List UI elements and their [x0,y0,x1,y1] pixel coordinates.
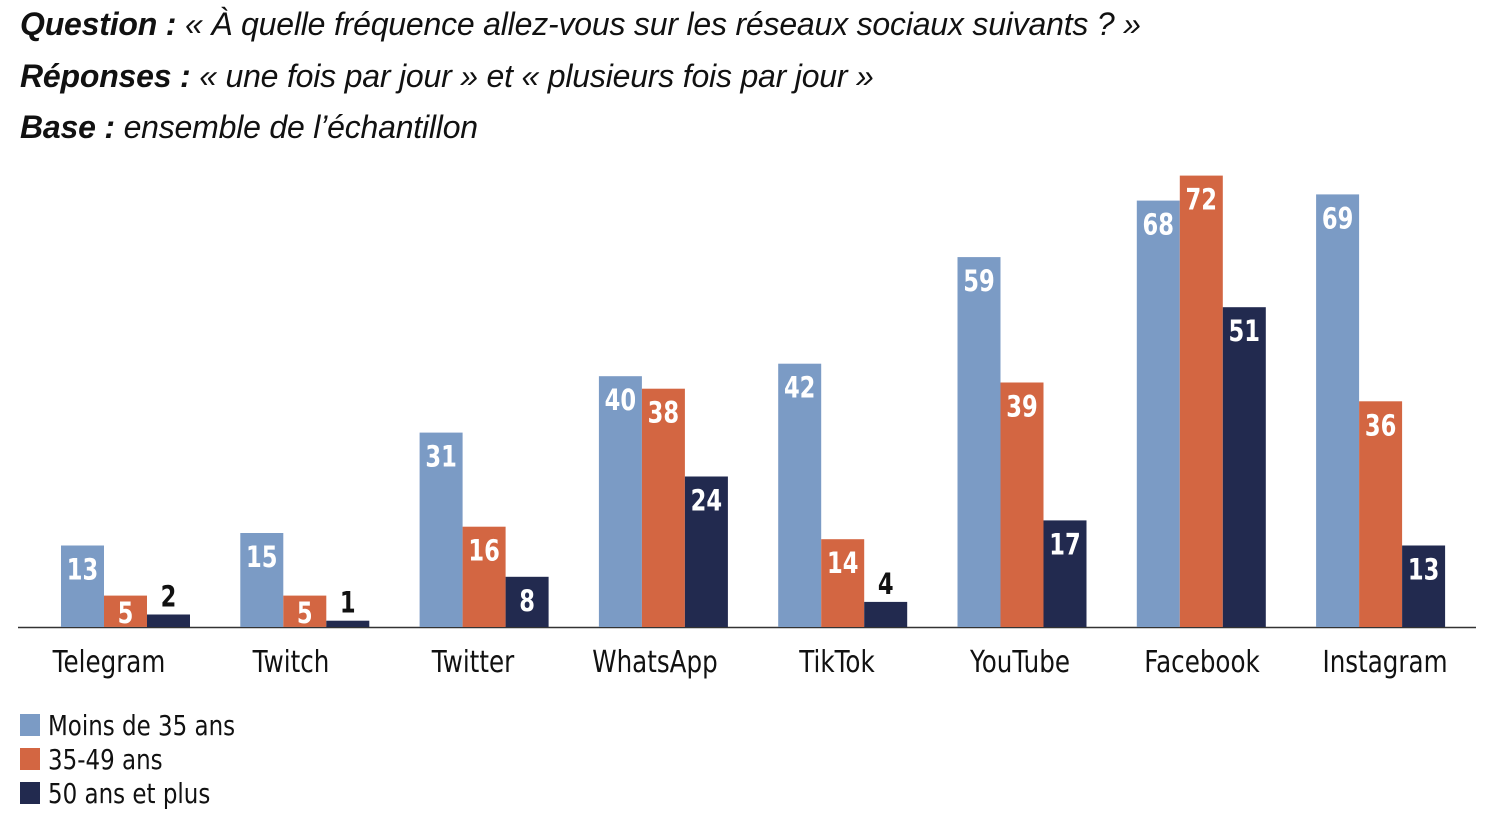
question-label: Question : [20,6,177,42]
x-tick-label: Telegram [52,646,166,680]
legend-item: 50 ans et plus [20,776,276,810]
question-text: « À quelle fréquence allez-vous sur les … [184,6,1141,42]
bar [326,620,370,627]
chart-legend: Moins de 35 ans 35-49 ans 50 ans et plus [20,708,276,810]
bar [684,476,728,627]
bar-value-label: 13 [67,554,98,587]
bar [240,533,284,627]
legend-label: 50 ans et plus [48,776,211,810]
legend-label: Moins de 35 ans [48,708,236,742]
responses-label: Réponses : [20,58,191,94]
bar-value-label: 2 [161,581,177,614]
bar-value-label: 15 [246,541,277,574]
legend-item: Moins de 35 ans [20,708,276,742]
bar [1222,307,1266,627]
bar-value-label: 68 [1143,209,1174,242]
bar [1359,401,1403,627]
bar-value-label: 5 [297,597,313,630]
x-tick-label: YouTube [969,646,1070,680]
bar [1136,200,1180,627]
bar-value-label: 36 [1365,410,1396,443]
x-tick-label: Instagram [1322,646,1447,680]
legend-label: 35-49 ans [48,742,163,776]
bar-value-label: 24 [691,485,722,518]
bar [778,363,822,627]
bar-value-label: 69 [1322,203,1353,236]
bar [147,614,190,627]
bar [864,601,908,627]
bar [1179,175,1223,627]
bar-value-label: 38 [648,397,679,430]
bar [957,257,1001,627]
bar-value-label: 42 [784,372,815,405]
base-label: Base : [20,109,115,145]
header-responses: Réponses : « une fois par jour » et « pl… [20,57,874,95]
x-tick-label: WhatsApp [592,646,717,680]
bar [641,388,685,627]
bar [1316,194,1360,627]
bar-value-label: 4 [878,568,894,601]
bar-value-label: 31 [425,441,456,474]
header-question: Question : « À quelle fréquence allez-vo… [20,5,1141,43]
bar [104,595,147,627]
bar-value-label: 8 [519,585,535,618]
bar [1402,545,1446,627]
bar [1043,520,1087,627]
base-text: ensemble de l’échantillon [123,109,479,145]
bar [61,545,104,627]
bar [419,432,463,627]
legend-swatch [20,782,40,804]
legend-swatch [20,714,40,736]
bar-value-label: 1 [340,587,356,620]
bar [598,376,642,627]
bar-value-label: 13 [1408,554,1439,587]
bar-value-label: 51 [1229,316,1260,349]
x-tick-label: Facebook [1144,646,1260,680]
bar [283,595,327,627]
bar [462,526,506,627]
x-tick-label: Twitch [252,646,330,680]
responses-text: « une fois par jour » et « plusieurs foi… [199,58,874,94]
bar-value-label: 14 [827,548,858,581]
legend-item: 35-49 ans [20,742,276,776]
x-tick-label: TikTok [798,646,874,680]
bar-value-label: 16 [468,535,499,568]
bar-value-label: 59 [963,265,994,298]
bar [1000,382,1044,627]
header-base: Base : ensemble de l’échantillon [20,108,478,146]
bar-value-label: 5 [118,597,134,630]
bar-value-label: 39 [1006,391,1037,424]
legend-swatch [20,748,40,770]
bar [505,576,549,627]
bar-value-label: 40 [605,385,636,418]
bar [821,539,865,627]
x-tick-label: Twitter [431,646,515,680]
bar-value-label: 72 [1186,184,1217,217]
bar-value-label: 17 [1049,529,1080,562]
